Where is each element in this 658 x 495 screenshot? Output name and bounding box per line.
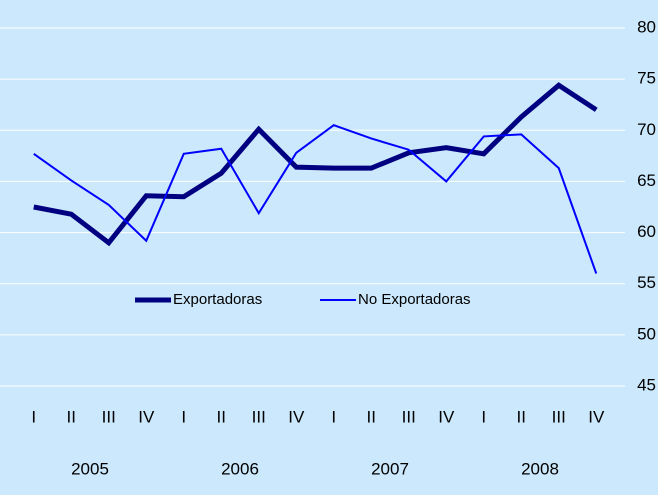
y-tick-label: 80 bbox=[637, 17, 656, 36]
x-tick-label: III bbox=[402, 407, 416, 426]
x-tick-label: IV bbox=[588, 407, 605, 426]
x-group-label: 2006 bbox=[221, 459, 259, 478]
y-tick-label: 70 bbox=[637, 120, 656, 139]
x-tick-label: II bbox=[67, 407, 76, 426]
x-tick-label: III bbox=[552, 407, 566, 426]
legend-label: Exportadoras bbox=[173, 291, 262, 308]
x-tick-label: III bbox=[102, 407, 116, 426]
x-tick-label: I bbox=[181, 407, 186, 426]
x-tick-label: I bbox=[481, 407, 486, 426]
x-group-label: 2008 bbox=[521, 459, 559, 478]
x-tick-label: IV bbox=[288, 407, 305, 426]
x-group-label: 2005 bbox=[71, 459, 109, 478]
y-tick-label: 60 bbox=[637, 222, 656, 241]
x-tick-label: IV bbox=[138, 407, 155, 426]
x-tick-label: II bbox=[217, 407, 226, 426]
y-tick-label: 45 bbox=[637, 375, 656, 394]
series-line bbox=[33, 124, 598, 274]
y-tick-label: 65 bbox=[637, 171, 656, 190]
y-tick-label: 50 bbox=[637, 324, 656, 343]
x-tick-label: I bbox=[331, 407, 336, 426]
x-group-label: 2007 bbox=[371, 459, 409, 478]
y-tick-label: 55 bbox=[637, 273, 656, 292]
x-tick-label: I bbox=[31, 407, 36, 426]
x-tick-label: III bbox=[252, 407, 266, 426]
x-tick-label: II bbox=[367, 407, 376, 426]
y-tick-label: 75 bbox=[637, 69, 656, 88]
x-tick-label: II bbox=[517, 407, 526, 426]
legend-label: No Exportadoras bbox=[358, 291, 471, 308]
x-tick-label: IV bbox=[438, 407, 455, 426]
